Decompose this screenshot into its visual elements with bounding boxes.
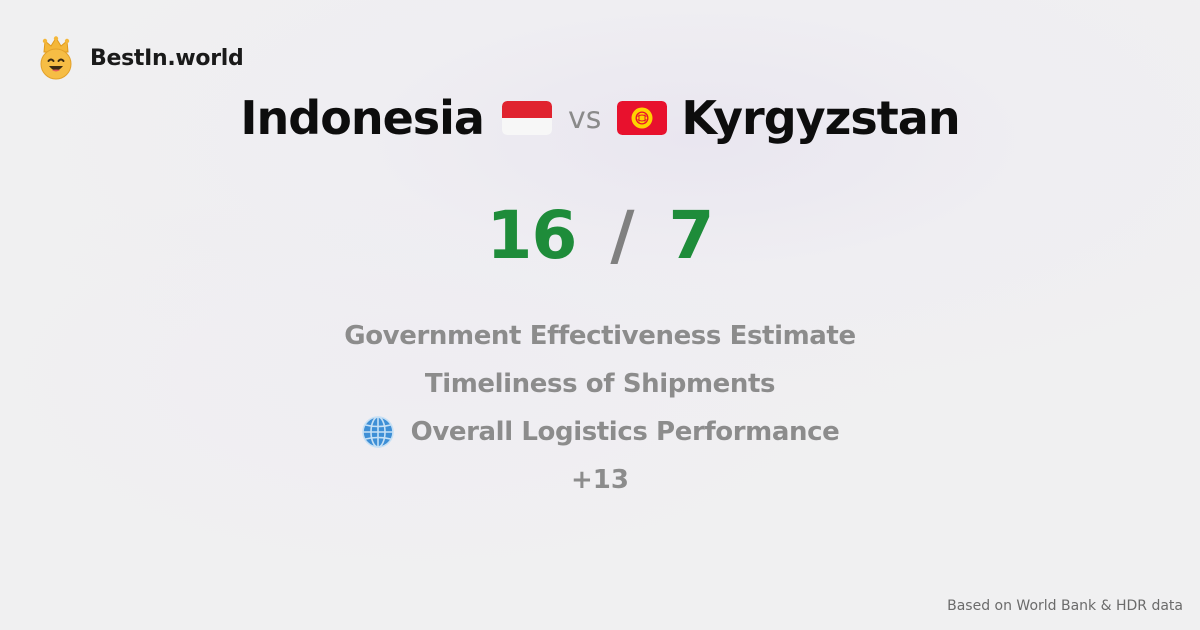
data-source-note: Based on World Bank & HDR data (947, 598, 1183, 614)
indonesia-flag-icon (501, 101, 552, 135)
comparison-title: Indonesia vs Kyrgyzstan (0, 88, 1200, 148)
globe-icon (361, 416, 394, 448)
score-row: 16 / 7 (0, 195, 1200, 275)
crown-smiley-icon (40, 36, 72, 80)
more-metrics-link[interactable]: +13 (571, 465, 629, 495)
score-separator: / (610, 196, 635, 274)
metric-label: Overall Logistics Performance (410, 417, 840, 447)
metric-item[interactable]: Overall Logistics Performance (361, 408, 840, 456)
metric-label: Timeliness of Shipments (424, 369, 776, 399)
country-a-score: 16 (486, 196, 578, 274)
metric-item[interactable]: Timeliness of Shipments (424, 360, 776, 408)
metric-label: Government Effectiveness Estimate (344, 321, 856, 351)
kyrgyzstan-flag-icon (617, 101, 668, 135)
brand[interactable]: BestIn.world (36, 36, 244, 80)
metric-item[interactable]: Government Effectiveness Estimate (344, 312, 856, 360)
country-a-name[interactable]: Indonesia (240, 91, 485, 145)
metric-list: Government Effectiveness Estimate Timeli… (0, 312, 1200, 504)
vs-label: vs (567, 100, 602, 136)
country-b-score: 7 (668, 196, 715, 274)
brand-name: BestIn.world (90, 45, 244, 71)
country-b-name[interactable]: Kyrgyzstan (681, 91, 960, 145)
